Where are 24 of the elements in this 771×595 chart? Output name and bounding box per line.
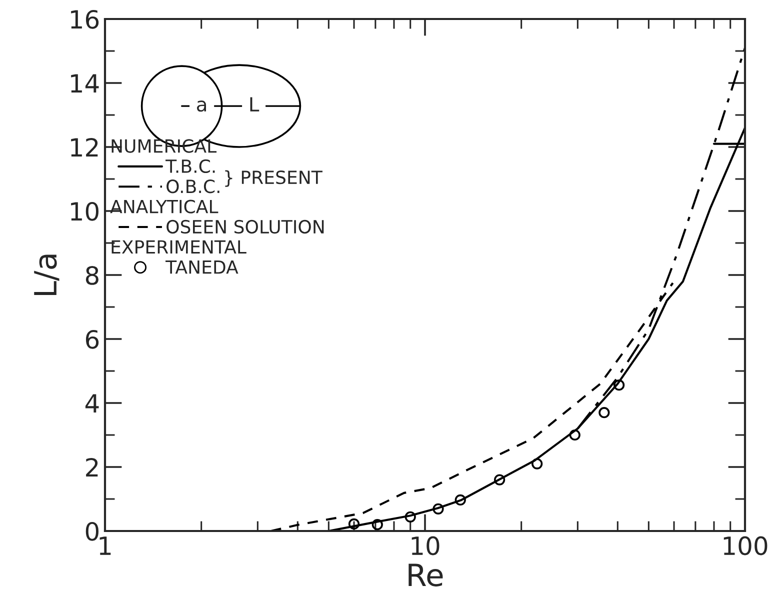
annotation: ANALYTICAL <box>110 200 218 214</box>
annotation: L <box>250 97 260 112</box>
y-tick-label: 10 <box>71 202 98 221</box>
y-tick-label: 12 <box>71 138 98 156</box>
y-tick-label: 14 <box>71 74 99 92</box>
annotation: a <box>197 100 206 112</box>
x-tick-label: 1 <box>100 536 111 555</box>
legend-label: OSEEN SOLUTION <box>166 220 324 234</box>
legend-label: TANEDA <box>166 260 238 274</box>
y-tick-label: 16 <box>71 10 99 29</box>
x-tick-label: 100 <box>724 536 768 556</box>
y-tick-label: 0 <box>86 522 98 541</box>
annotation: } PRESENT <box>225 170 322 187</box>
y-tick-label: 6 <box>86 330 99 349</box>
y-tick-label: 2 <box>86 458 98 476</box>
annotation: EXPERIMENTAL <box>112 240 246 254</box>
legend-label: O.B.C. <box>166 180 220 194</box>
y-tick-label: 8 <box>86 266 98 285</box>
y-tick-label: 4 <box>85 394 99 412</box>
legend-label: T.B.C. <box>166 159 215 174</box>
annotation: NUMERICAL <box>112 139 217 153</box>
x-axis-title: Re <box>408 564 443 586</box>
y-axis-title: L/a <box>34 254 60 296</box>
x-tick-label: 10 <box>412 536 440 556</box>
